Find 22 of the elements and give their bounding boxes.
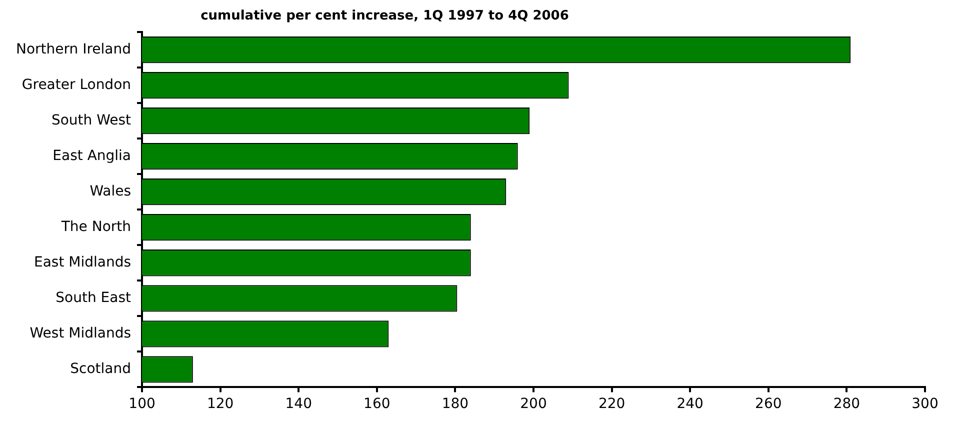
- x-tick-label: 120: [206, 396, 234, 412]
- y-tick-label: West Midlands: [30, 326, 132, 342]
- x-tick-label: 240: [676, 396, 704, 412]
- y-tick-label: Scotland: [70, 361, 132, 378]
- x-tick-label: 260: [755, 396, 782, 412]
- y-tick-label: Northern Ireland: [16, 41, 132, 58]
- x-tick-label: 200: [520, 396, 547, 412]
- y-tick-label: East Midlands: [34, 254, 132, 271]
- x-tick-label: 180: [442, 396, 469, 412]
- x-tick-label: 300: [912, 396, 938, 412]
- y-tick-label: Wales: [90, 183, 132, 200]
- y-tick-label: The North: [60, 219, 132, 235]
- x-tick-label: 220: [598, 396, 626, 412]
- y-tick-label: East Anglia: [52, 148, 132, 164]
- x-tick-label: 140: [285, 396, 312, 412]
- y-tick-label: Greater London: [22, 76, 132, 93]
- chart-title: cumulative per cent increase, 1Q 1997 to 4Q 2006: [200, 8, 569, 24]
- y-tick-label: South East: [56, 290, 132, 306]
- y-tick-label: South West: [51, 112, 132, 128]
- x-tick-label: 280: [833, 396, 860, 412]
- x-tick-label: 100: [128, 396, 156, 412]
- x-tick-label: 160: [364, 396, 390, 412]
